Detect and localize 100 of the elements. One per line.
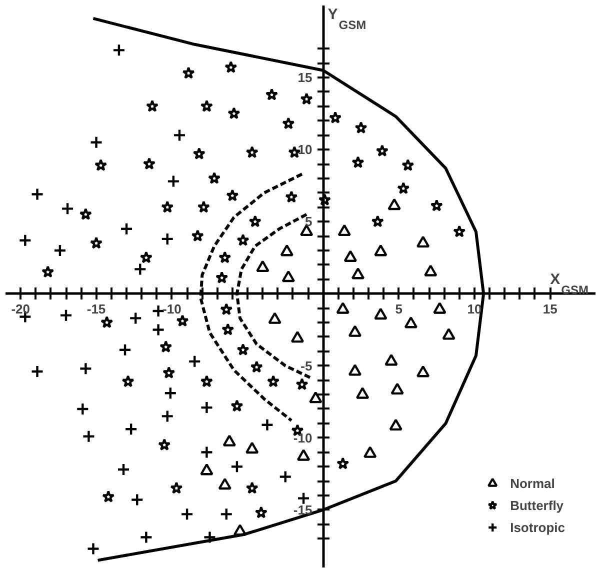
point bbox=[236, 343, 250, 356]
point bbox=[170, 482, 183, 494]
point bbox=[160, 340, 172, 353]
x-tick-label: -20 bbox=[11, 302, 30, 317]
point bbox=[230, 400, 244, 412]
point bbox=[285, 190, 298, 203]
point bbox=[130, 493, 144, 506]
point bbox=[282, 117, 295, 130]
point bbox=[216, 271, 228, 284]
point bbox=[280, 244, 294, 256]
point bbox=[344, 250, 358, 262]
point bbox=[142, 157, 156, 170]
x-tick-label: -15 bbox=[86, 302, 106, 317]
x-tick-label: 5 bbox=[395, 302, 402, 317]
point bbox=[354, 121, 368, 134]
point bbox=[182, 66, 195, 79]
y-tick-label: 10 bbox=[298, 142, 312, 158]
point bbox=[265, 88, 278, 100]
y-tick-label: 5 bbox=[304, 214, 312, 230]
point bbox=[222, 323, 234, 336]
point bbox=[453, 225, 466, 238]
point bbox=[363, 446, 377, 458]
point bbox=[200, 100, 214, 112]
point bbox=[224, 60, 238, 74]
legend-label: Isotropic bbox=[510, 520, 565, 534]
legend-label: Butterfly bbox=[510, 498, 564, 512]
point bbox=[352, 156, 364, 168]
point bbox=[220, 508, 233, 521]
point bbox=[146, 100, 159, 112]
point bbox=[140, 251, 153, 264]
point bbox=[300, 92, 313, 105]
point bbox=[86, 542, 100, 556]
point bbox=[192, 147, 206, 160]
point bbox=[376, 144, 389, 157]
x-tick-label: 15 bbox=[542, 302, 558, 317]
point bbox=[336, 302, 350, 314]
point bbox=[59, 308, 73, 322]
point bbox=[197, 200, 210, 213]
point bbox=[180, 508, 194, 521]
point bbox=[388, 198, 401, 210]
y-tick-label: -15 bbox=[293, 502, 312, 518]
point bbox=[250, 360, 263, 373]
point bbox=[140, 530, 153, 544]
point bbox=[309, 391, 322, 404]
point bbox=[260, 418, 274, 432]
point bbox=[172, 128, 186, 142]
point bbox=[164, 386, 177, 400]
point bbox=[430, 199, 443, 212]
point bbox=[228, 106, 240, 120]
point bbox=[30, 188, 44, 201]
point bbox=[296, 449, 310, 461]
point bbox=[90, 136, 103, 149]
point bbox=[374, 244, 388, 256]
point bbox=[160, 232, 174, 246]
point bbox=[76, 402, 90, 416]
point bbox=[266, 375, 280, 388]
point bbox=[94, 158, 108, 172]
point bbox=[60, 202, 74, 216]
point bbox=[226, 189, 239, 202]
point bbox=[246, 146, 258, 158]
point bbox=[282, 270, 295, 282]
point bbox=[112, 44, 126, 57]
point bbox=[79, 208, 92, 220]
point bbox=[328, 111, 342, 124]
point bbox=[134, 262, 147, 276]
point bbox=[348, 364, 362, 376]
point bbox=[124, 422, 138, 436]
point bbox=[218, 251, 232, 264]
point bbox=[402, 158, 414, 172]
point bbox=[416, 366, 430, 378]
point bbox=[100, 316, 114, 328]
point bbox=[230, 460, 244, 474]
point bbox=[116, 462, 130, 476]
y-tick-label: 15 bbox=[298, 70, 312, 86]
x-tick-label: -10 bbox=[162, 302, 182, 317]
point bbox=[102, 490, 115, 502]
point bbox=[348, 325, 362, 337]
point bbox=[191, 229, 204, 242]
point bbox=[442, 328, 456, 340]
point bbox=[384, 354, 398, 366]
point bbox=[424, 264, 438, 276]
point bbox=[118, 343, 132, 357]
point bbox=[318, 193, 332, 206]
point bbox=[162, 366, 176, 379]
point bbox=[416, 236, 430, 248]
point bbox=[158, 438, 171, 451]
point bbox=[200, 400, 214, 414]
point bbox=[203, 530, 216, 544]
point bbox=[79, 362, 92, 376]
point bbox=[254, 506, 268, 518]
point bbox=[356, 387, 370, 399]
point bbox=[390, 382, 404, 395]
point bbox=[296, 492, 310, 505]
point bbox=[233, 524, 247, 536]
point bbox=[122, 375, 134, 388]
y-tick-label: -5 bbox=[300, 358, 312, 374]
point bbox=[246, 482, 258, 494]
point bbox=[18, 234, 32, 247]
point bbox=[433, 302, 446, 314]
point bbox=[248, 215, 262, 228]
